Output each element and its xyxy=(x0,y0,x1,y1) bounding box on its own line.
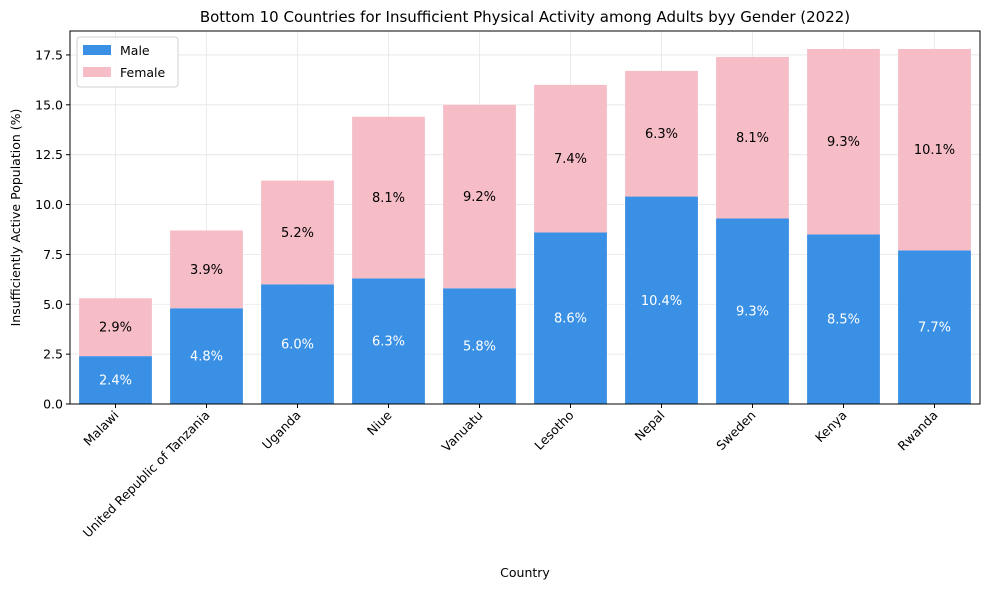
bar-male xyxy=(443,288,516,404)
bar-female xyxy=(170,230,243,309)
bar-label-male: 8.5% xyxy=(827,313,860,328)
bar-female xyxy=(807,48,880,235)
x-tick-label: Niue xyxy=(364,407,395,438)
chart-title: Bottom 10 Countries for Insufficient Phy… xyxy=(200,8,850,26)
bar-label-male: 9.3% xyxy=(736,305,769,320)
y-tick-label: 5.0 xyxy=(43,297,63,312)
bar-female xyxy=(898,48,971,251)
legend-label: Female xyxy=(120,65,166,80)
bar-label-female: 9.2% xyxy=(463,190,496,205)
bar-label-female: 9.3% xyxy=(827,135,860,150)
bar-female xyxy=(716,56,789,219)
bar-label-male: 5.8% xyxy=(463,340,496,355)
x-tick-label: Nepal xyxy=(631,408,667,444)
bar-male xyxy=(261,284,334,404)
y-tick-label: 7.5 xyxy=(43,247,63,262)
bar-male xyxy=(625,196,698,404)
x-axis-title: Country xyxy=(500,565,550,580)
legend: Male Female xyxy=(76,36,179,88)
bar-female xyxy=(79,298,152,357)
bar-label-male: 7.7% xyxy=(918,321,951,336)
y-tick-label: 12.5 xyxy=(35,147,63,162)
bar-male xyxy=(898,250,971,404)
x-tick-label: Vanuatu xyxy=(439,408,486,455)
bar-female xyxy=(625,70,698,197)
bar-female xyxy=(261,180,334,285)
x-tick-label: Sweden xyxy=(713,408,759,454)
legend-swatch xyxy=(83,45,111,55)
bar-label-female: 10.1% xyxy=(914,143,955,158)
y-tick-label: 0.0 xyxy=(43,397,63,412)
bar-label-female: 7.4% xyxy=(554,152,587,167)
bar-female xyxy=(443,104,516,289)
y-axis-title: Insufficiently Active Population (%) xyxy=(8,109,23,327)
bar-label-female: 2.9% xyxy=(99,321,132,336)
x-tick-label: Uganda xyxy=(259,408,304,453)
bars xyxy=(79,48,971,404)
bar-label-male: 2.4% xyxy=(99,374,132,389)
bar-male xyxy=(170,308,243,404)
x-tick-label: Kenya xyxy=(812,408,850,446)
x-tick-label: Malawi xyxy=(80,408,121,449)
bar-label-male: 8.6% xyxy=(554,312,587,327)
y-axis: 0.0 2.5 5.0 7.5 10.0 12.5 15.0 17.5 xyxy=(35,47,70,412)
bar-labels: 2.4% 2.9% 4.8% 3.9% 6.0% 5.2% 6.3% 8.1% 5.8% 9.2%… xyxy=(99,127,955,388)
bar-label-female: 3.9% xyxy=(190,263,223,278)
bar-label-female: 6.3% xyxy=(645,127,678,142)
y-tick-label: 17.5 xyxy=(35,47,63,62)
bar-male xyxy=(352,278,425,404)
bar-label-female: 8.1% xyxy=(372,191,405,206)
y-tick-label: 15.0 xyxy=(35,97,63,112)
bar-male xyxy=(79,356,152,404)
x-tick-label: Lesotho xyxy=(531,408,576,453)
legend-swatch xyxy=(83,67,111,77)
bar-label-male: 6.0% xyxy=(281,338,314,353)
y-tick-label: 10.0 xyxy=(35,197,63,212)
bar-label-female: 8.1% xyxy=(736,131,769,146)
bar-male xyxy=(534,232,607,404)
legend-label: Male xyxy=(120,43,150,58)
bar-female xyxy=(352,116,425,279)
bar-male xyxy=(807,234,880,404)
x-tick-label: Rwanda xyxy=(895,408,941,454)
bar-label-male: 6.3% xyxy=(372,335,405,350)
bar-male xyxy=(716,218,789,404)
y-tick-label: 2.5 xyxy=(43,347,63,362)
plot-frame xyxy=(69,30,981,405)
bar-label-male: 10.4% xyxy=(641,294,682,309)
bar-female xyxy=(534,84,607,233)
bar-label-female: 5.2% xyxy=(281,226,314,241)
bar-label-male: 4.8% xyxy=(190,350,223,365)
